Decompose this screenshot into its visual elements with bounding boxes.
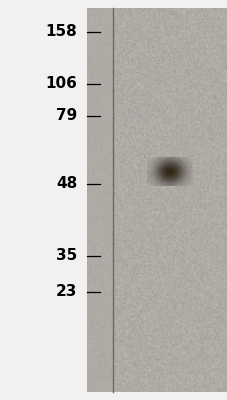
Bar xyxy=(86,8,227,392)
Text: 79: 79 xyxy=(56,108,77,124)
Text: 48: 48 xyxy=(56,176,77,192)
Text: 23: 23 xyxy=(56,284,77,300)
Text: 158: 158 xyxy=(46,24,77,40)
Text: 106: 106 xyxy=(45,76,77,92)
Text: 35: 35 xyxy=(56,248,77,264)
